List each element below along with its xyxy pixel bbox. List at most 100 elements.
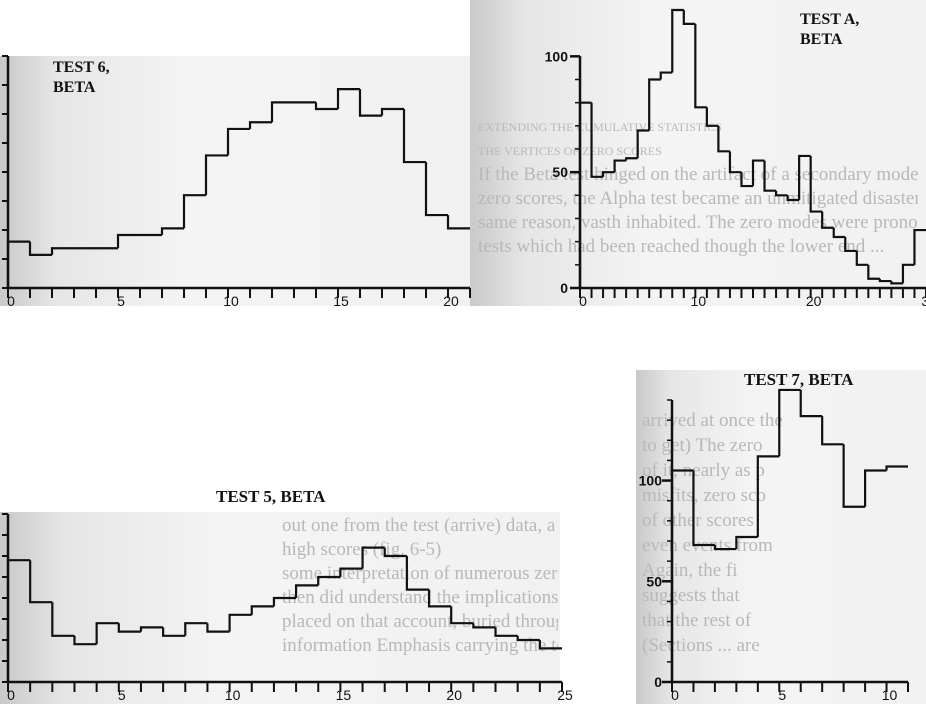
x-tick-label: 10 <box>223 293 239 309</box>
histogram-bin <box>878 278 892 283</box>
histogram-bin <box>402 109 426 164</box>
histogram-bin <box>890 281 903 285</box>
bg-line: Again, the fi <box>642 560 738 581</box>
histogram-bin <box>885 465 908 471</box>
bg-line: EXTENDING THE CUMULATIVE STATISTICS <box>478 120 722 134</box>
histogram-bin <box>901 263 915 284</box>
histogram-bin <box>786 195 800 202</box>
histogram-bin <box>226 127 250 156</box>
bg-line: out one from the test (arrive) data, a <box>282 515 556 536</box>
histogram-bin <box>636 129 650 159</box>
histogram-bin <box>821 211 834 229</box>
histogram-bin <box>29 560 53 604</box>
x-tick-label: 10 <box>882 687 898 703</box>
histogram-bin <box>799 389 823 418</box>
histogram-bin <box>139 626 164 632</box>
histogram-bin <box>659 71 673 80</box>
chart-title-test-5: TEST 5, BETA <box>216 487 325 507</box>
chart-title-test-a: TEST A, BETA <box>800 10 859 50</box>
histogram-bin <box>250 605 274 615</box>
x-tick-label: 30 <box>921 293 926 309</box>
bg-line: of other scores <box>642 510 754 531</box>
bg-line: suggests that <box>642 585 740 606</box>
histogram-bin <box>809 155 823 213</box>
histogram-bin <box>50 247 74 255</box>
histogram-bin <box>855 250 869 266</box>
histogram-bin <box>160 227 184 235</box>
histogram-bin <box>494 627 518 637</box>
x-tick-label: 20 <box>806 293 822 309</box>
histogram-bin <box>842 444 866 508</box>
background-page-bottom-left <box>0 512 560 704</box>
histogram-bin <box>844 237 857 253</box>
x-tick-label: 0 <box>579 293 587 309</box>
histogram-bin <box>913 228 926 265</box>
histogram-bin <box>206 623 230 633</box>
histogram-bin <box>117 623 141 633</box>
x-tick-label: 0 <box>7 293 15 309</box>
histogram-bin <box>763 160 777 192</box>
x-tick-label: 0 <box>671 687 679 703</box>
histogram-bin <box>863 469 887 507</box>
chart-title-test-6: TEST 6, BETA <box>53 58 110 98</box>
histogram-bin <box>751 159 765 187</box>
histogram-bin <box>774 190 788 197</box>
y-tick-label: 0 <box>560 280 568 296</box>
y-tick-label: 0 <box>654 674 662 690</box>
x-tick-label: 10 <box>225 687 241 703</box>
histogram-bin <box>182 194 206 229</box>
x-tick-label: 15 <box>336 687 352 703</box>
histogram-bin <box>6 559 31 682</box>
bg-line: arrived at once the <box>642 410 783 431</box>
bg-line: that the rest of <box>642 610 752 631</box>
histogram-bin <box>821 416 844 446</box>
chart-title-line1: TEST 6, <box>53 59 110 76</box>
histogram-bin <box>450 606 474 625</box>
bg-line: zero scores, the Alpha test became an un… <box>478 188 918 209</box>
histogram-bin <box>613 159 627 173</box>
histogram-bin <box>717 125 730 153</box>
chart-title-text: TEST 7, BETA <box>744 370 854 389</box>
histogram-bin <box>294 584 319 598</box>
histogram-bin <box>601 171 615 177</box>
histogram-bin <box>446 215 470 230</box>
x-tick-label: 5 <box>118 687 126 703</box>
background-page-top-right <box>470 0 926 306</box>
histogram-bin <box>270 101 294 123</box>
bg-line: If the Beta test hinged on the artifact … <box>478 164 918 185</box>
y-tick-label: 100 <box>639 473 663 489</box>
histogram-bin <box>228 613 252 632</box>
histogram-bin <box>162 627 186 637</box>
histogram-bin <box>625 157 638 161</box>
histogram-bin <box>538 640 562 650</box>
chart-title-test-7: TEST 7, BETA <box>744 370 853 390</box>
histogram-bin <box>756 455 780 537</box>
histogram-bin <box>692 470 715 547</box>
histogram-bin <box>95 622 119 645</box>
x-tick-label: 25 <box>557 687 573 703</box>
histogram-bin <box>832 227 846 239</box>
histogram-bin <box>358 89 382 117</box>
histogram-bin <box>424 162 448 217</box>
histogram-bin <box>339 567 363 577</box>
histogram-bin <box>735 535 758 550</box>
histogram-bin <box>380 107 404 116</box>
histogram-bin <box>867 264 880 280</box>
histogram-bin <box>361 546 385 569</box>
histogram-bin <box>204 154 228 196</box>
histogram-bin <box>116 233 140 249</box>
bg-line: information Emphasis carrying the tests <box>282 635 558 656</box>
histogram-bin <box>427 589 452 608</box>
histogram-bin <box>248 121 272 129</box>
y-tick-label: 100 <box>545 48 569 64</box>
y-tick-label: 50 <box>552 164 568 180</box>
chart-title-text: TEST 5, BETA <box>216 487 326 506</box>
chart-title-line2: BETA <box>53 79 96 96</box>
bg-line: THE VERTICES OF ZERO SCORES <box>478 144 662 158</box>
histogram-bin <box>740 172 753 188</box>
x-tick-label: 0 <box>7 687 15 703</box>
